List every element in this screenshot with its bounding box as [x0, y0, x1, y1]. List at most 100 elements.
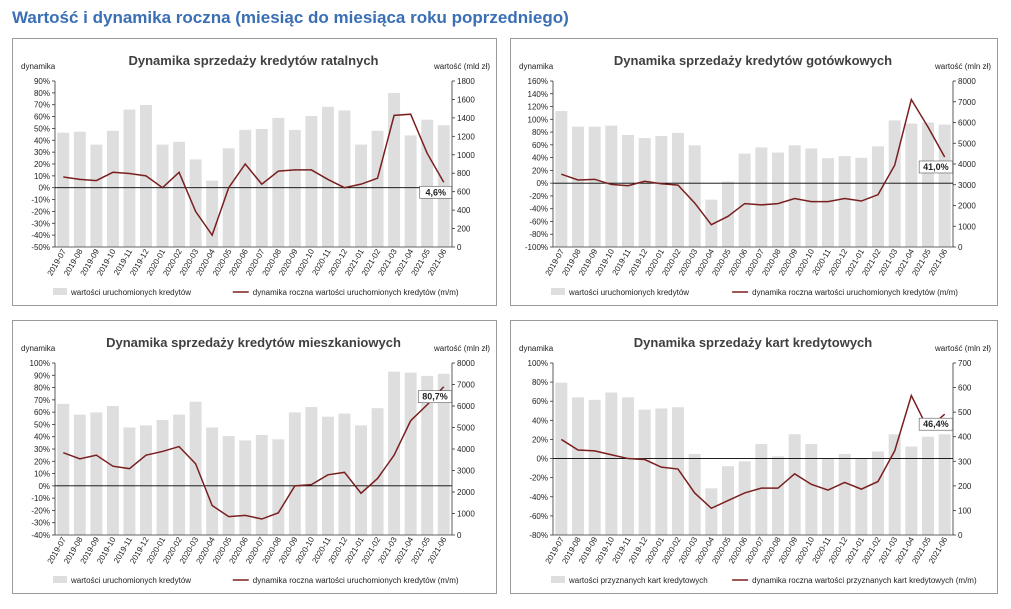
left-tick-label: 80% — [34, 384, 50, 393]
chart-panel-karty: Dynamika sprzedaży kart kredytowych dynam… — [510, 320, 998, 594]
chart-svg: Dynamika sprzedaży kredytów ratalnych dyn… — [21, 53, 490, 297]
left-tick-label: 80% — [532, 128, 548, 137]
bar — [805, 444, 818, 535]
left-tick-label: 20% — [34, 457, 50, 466]
right-tick-label: 1400 — [457, 114, 475, 123]
right-tick-label: 1000 — [958, 222, 976, 231]
bar — [688, 145, 701, 247]
bar — [239, 440, 252, 535]
bar — [140, 425, 152, 535]
left-tick-label: -30% — [31, 219, 50, 228]
left-tick-label: -40% — [31, 231, 50, 240]
left-tick-label: 140% — [528, 90, 548, 99]
legend-bar-label: wartości uruchomionych kredytów — [70, 576, 191, 585]
right-axis-label: wartość (mln zł) — [934, 62, 991, 71]
right-tick-label: 800 — [457, 169, 471, 178]
bar — [355, 425, 367, 535]
right-tick-label: 200 — [958, 482, 972, 491]
right-tick-label: 3000 — [457, 467, 475, 476]
chart-svg: Dynamika sprzedaży kredytów mieszkaniowy… — [21, 335, 490, 585]
bar — [90, 412, 103, 535]
bar — [156, 144, 169, 247]
chart-title: Dynamika sprzedaży kredytów mieszkaniowy… — [106, 335, 401, 350]
bar — [872, 451, 884, 535]
line-series — [63, 113, 445, 237]
bar — [938, 434, 951, 535]
left-tick-label: 120% — [528, 103, 548, 112]
bar — [638, 409, 651, 535]
left-tick-label: -20% — [529, 192, 548, 201]
bar — [872, 146, 884, 247]
legend-bar-swatch — [551, 576, 565, 583]
bar — [638, 138, 651, 247]
right-tick-label: 200 — [457, 225, 471, 234]
bar — [688, 453, 701, 535]
right-tick-label: 0 — [958, 243, 963, 252]
left-tick-label: 100% — [528, 359, 548, 368]
left-tick-label: 30% — [34, 148, 50, 157]
left-tick-label: -60% — [529, 217, 548, 226]
left-tick-label: 10% — [34, 172, 50, 181]
left-tick-label: 0% — [536, 455, 548, 464]
right-tick-label: 7000 — [958, 98, 976, 107]
bar — [90, 144, 103, 247]
left-tick-label: -40% — [31, 531, 50, 540]
right-tick-label: 2000 — [457, 488, 475, 497]
annotation-label: 80,7% — [422, 392, 448, 402]
left-axis-label: dynamika — [519, 344, 554, 353]
bar — [605, 392, 618, 535]
bar — [755, 444, 768, 535]
bar — [588, 399, 601, 535]
chart-title: Dynamika sprzedaży kredytów gotówkowych — [614, 53, 892, 68]
left-tick-label: -40% — [529, 205, 548, 214]
bar — [437, 373, 450, 535]
right-tick-label: 500 — [958, 408, 972, 417]
left-tick-label: 40% — [34, 433, 50, 442]
annotation-box — [918, 160, 953, 174]
bar — [338, 110, 351, 247]
bar — [572, 126, 584, 247]
legend-bar-swatch — [53, 576, 67, 583]
right-tick-label: 6000 — [457, 402, 475, 411]
left-tick-label: -60% — [529, 512, 548, 521]
bar — [305, 116, 318, 248]
bar — [705, 488, 718, 535]
bar — [73, 414, 86, 535]
chart-panel-gotowkowe: Dynamika sprzedaży kredytów gotówkowych d… — [510, 38, 998, 306]
right-tick-label: 6000 — [958, 119, 976, 128]
bar — [855, 157, 868, 247]
bar — [421, 119, 434, 247]
bar — [572, 397, 584, 535]
left-axis-label: dynamika — [519, 62, 554, 71]
right-tick-label: 700 — [958, 359, 972, 368]
legend-line-label: dynamika roczna wartości uruchomionych k… — [752, 288, 958, 297]
bar — [222, 148, 235, 247]
left-tick-label: 40% — [34, 136, 50, 145]
bar — [922, 122, 934, 247]
bar — [106, 130, 119, 247]
right-tick-label: 600 — [958, 384, 972, 393]
right-tick-label: 1000 — [457, 510, 475, 519]
right-axis-label: wartość (mln zł) — [433, 344, 490, 353]
right-tick-label: 400 — [958, 433, 972, 442]
left-tick-label: -100% — [525, 243, 548, 252]
bar — [288, 412, 301, 535]
right-tick-label: 400 — [457, 206, 471, 215]
bar — [255, 435, 268, 535]
right-tick-label: 1200 — [457, 132, 475, 141]
legend-bar-label: wartości przyznanych kart kredytowych — [568, 576, 708, 585]
bar — [788, 434, 801, 535]
chart-title: Dynamika sprzedaży kart kredytowych — [634, 335, 872, 350]
bar — [106, 406, 119, 535]
line-series — [560, 393, 946, 510]
left-tick-label: 20% — [532, 435, 548, 444]
bar — [905, 446, 918, 535]
legend-bar-label: wartości uruchomionych kredytów — [568, 288, 689, 297]
left-tick-label: 90% — [34, 77, 50, 86]
bar — [738, 461, 751, 535]
bar — [905, 123, 918, 247]
left-axis-label: dynamika — [21, 62, 56, 71]
bar — [672, 132, 684, 247]
bar — [206, 180, 219, 247]
left-tick-label: 20% — [34, 160, 50, 169]
